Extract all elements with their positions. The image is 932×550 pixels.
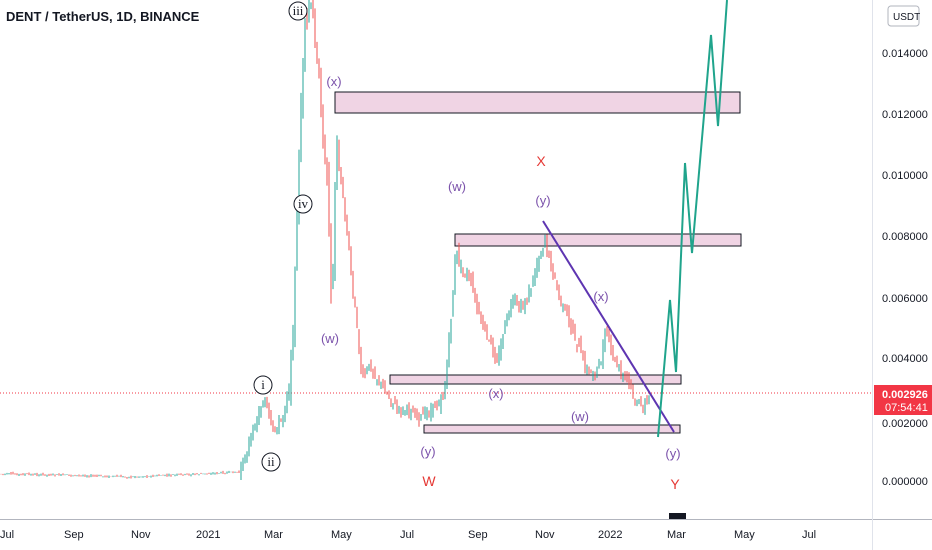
wave-label-i: i	[253, 375, 273, 395]
y-tick-label: 0.006000	[882, 293, 928, 305]
zone-box[interactable]	[423, 424, 681, 434]
zone-box[interactable]	[334, 91, 741, 114]
wave-label: (y)	[665, 446, 680, 461]
x-tick-label: 2021	[196, 529, 220, 541]
currency-label: USDT	[893, 12, 920, 23]
x-tick-label: 2022	[598, 529, 622, 541]
x-tick-label: Nov	[131, 529, 151, 541]
svg-text:ii: ii	[267, 454, 275, 469]
wave-label: (y)	[420, 444, 435, 459]
x-tick-label: Sep	[64, 529, 84, 541]
svg-text:iv: iv	[298, 196, 309, 211]
x-tick-label: Mar	[667, 529, 686, 541]
wave-label: (x)	[326, 74, 341, 89]
wave-label: (w)	[321, 331, 339, 346]
wave-label: (w)	[448, 179, 466, 194]
y-tick-label: 0.002000	[882, 418, 928, 430]
wave-label-ii: ii	[261, 452, 281, 472]
y-tick-label: 0.012000	[882, 109, 928, 121]
svg-text:i: i	[261, 377, 265, 392]
currency-button[interactable]: USDT	[887, 5, 920, 27]
x-tick-label: Nov	[535, 529, 555, 541]
wave-label: (x)	[593, 289, 608, 304]
wave-label-major: W	[422, 473, 436, 489]
wave-label-major: X	[536, 153, 546, 169]
x-tick-label: Mar	[264, 529, 283, 541]
candles	[0, 0, 650, 481]
x-tick-label: May	[331, 529, 352, 541]
wave-label: (w)	[571, 409, 589, 424]
wave-label: (x)	[488, 386, 503, 401]
y-tick-label: 0.004000	[882, 353, 928, 365]
time-marker	[669, 513, 686, 519]
y-tick-label: 0.010000	[882, 170, 928, 182]
chart-title: DENT / TetherUS, 1D, BINANCE	[6, 9, 200, 24]
zone-box[interactable]	[454, 233, 742, 247]
trendline[interactable]	[542, 220, 675, 433]
wave-label: (y)	[535, 193, 550, 208]
countdown-label: 07:54:41	[885, 402, 928, 414]
x-tick-label: May	[734, 529, 755, 541]
zone-box[interactable]	[389, 374, 682, 385]
y-tick-label: 0.008000	[882, 231, 928, 243]
price-tag: 0.002926 07:54:41	[874, 385, 932, 415]
svg-text:iii: iii	[293, 3, 304, 18]
wave-label-iv: iv	[293, 194, 313, 214]
x-tick-label: Sep	[468, 529, 488, 541]
x-tick-label: Jul	[0, 529, 14, 541]
y-tick-label: 0.000000	[882, 476, 928, 488]
y-tick-label: 0.014000	[882, 48, 928, 60]
x-tick-label: Jul	[400, 529, 414, 541]
projection-path[interactable]	[657, 0, 728, 438]
x-tick-label: Jul	[802, 529, 816, 541]
wave-label-major: Y	[670, 476, 680, 492]
current-price-label: 0.002926	[882, 389, 928, 401]
wave-label-iii: iii	[288, 1, 308, 21]
